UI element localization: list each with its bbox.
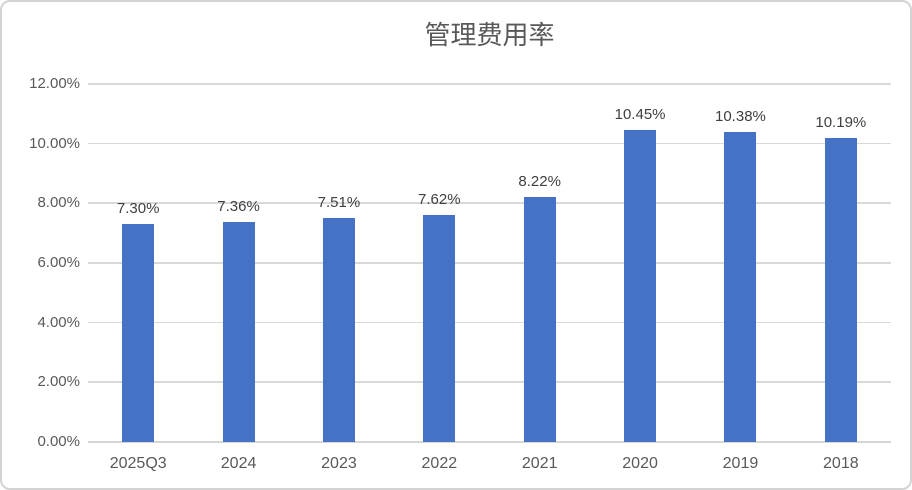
bar-value-label: 7.30%: [116, 200, 160, 218]
bar-value-label: 7.62%: [418, 190, 461, 208]
bar: [423, 214, 456, 442]
y-axis-tick-label: 12.00%: [29, 75, 80, 92]
x-axis-category-label: 2022: [421, 455, 458, 472]
y-axis-tick-label: 8.00%: [37, 194, 80, 212]
x-axis-category-label: 2024: [220, 455, 257, 472]
bar-value-label: 7.36%: [217, 198, 260, 216]
bar-value-label: 10.38%: [715, 108, 766, 126]
bar-value-label: 10.45%: [614, 106, 666, 124]
x-axis-category-label: 2019: [722, 455, 759, 472]
x-axis-category-label: 2025Q3: [109, 455, 167, 472]
gridline: [88, 83, 891, 85]
bar: [222, 222, 255, 442]
y-axis-tick-label: 4.00%: [37, 313, 80, 331]
bar: [523, 196, 556, 442]
gridline: [88, 262, 891, 264]
bar-value-label: 10.19%: [815, 113, 867, 131]
gridline: [88, 381, 891, 383]
gridline: [88, 142, 891, 145]
y-axis-tick-label: 10.00%: [29, 134, 80, 152]
y-axis-tick-label: 2.00%: [37, 373, 80, 391]
bar-value-label: 7.51%: [317, 193, 361, 211]
bar-value-label: 8.22%: [518, 172, 561, 190]
x-axis-category-label: 2018: [823, 455, 859, 472]
y-axis-tick-label: 0.00%: [37, 433, 80, 450]
x-axis-line: [88, 441, 891, 443]
x-axis-category-label: 2023: [321, 455, 357, 472]
bar: [322, 217, 355, 442]
y-axis-tick-label: 6.00%: [37, 254, 80, 271]
bar: [824, 137, 857, 442]
x-axis-category-label: 2020: [622, 455, 658, 472]
bar: [122, 224, 155, 442]
bar: [724, 132, 757, 442]
gridline: [88, 202, 891, 204]
x-axis-category-label: 2021: [521, 455, 558, 472]
gridline: [88, 321, 891, 324]
bar: [624, 130, 657, 442]
chart-title: 管理费用率: [424, 20, 555, 50]
